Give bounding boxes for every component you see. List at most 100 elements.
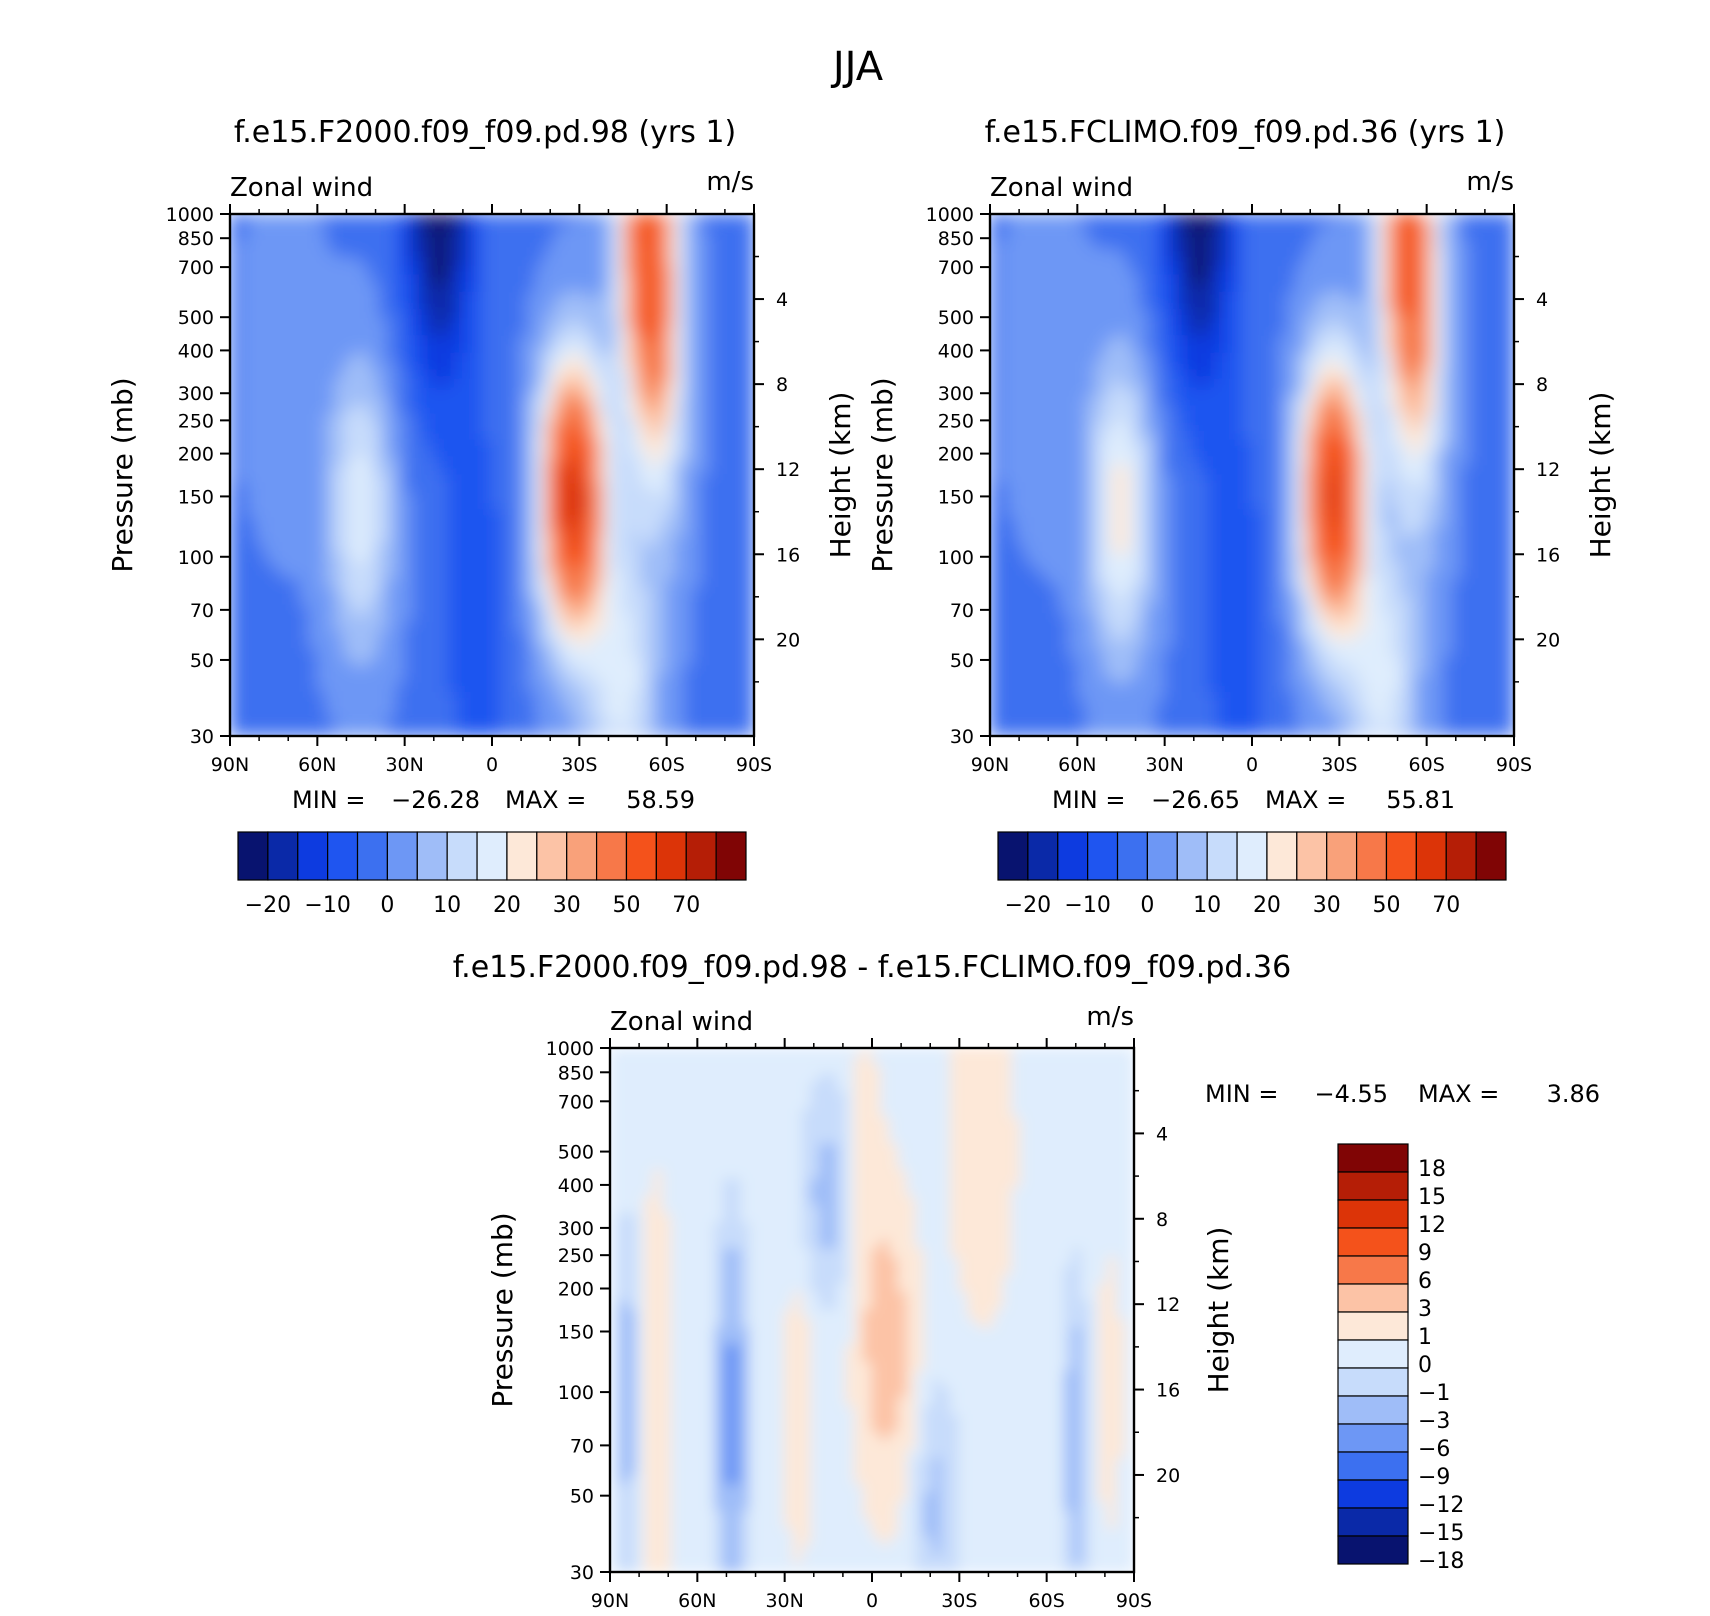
contour-cell <box>1383 309 1393 319</box>
contour-cell <box>474 718 484 728</box>
contour-cell <box>623 388 633 398</box>
contour-cell <box>657 292 667 302</box>
contour-cell <box>1164 301 1174 311</box>
contour-cell <box>238 457 248 467</box>
contour-cell <box>238 579 248 589</box>
contour-cell <box>544 283 554 293</box>
contour-cell <box>1182 353 1192 363</box>
contour-cell <box>387 614 397 624</box>
contour-cell <box>448 301 458 311</box>
contour-cell <box>238 335 248 345</box>
contour-cell <box>692 422 702 432</box>
contour-cell <box>282 683 292 693</box>
contour-cell <box>404 666 414 676</box>
contour-cell <box>439 570 449 580</box>
contour-cell <box>596 422 606 432</box>
contour-cell <box>422 718 432 728</box>
contour-cell <box>282 353 292 363</box>
contour-cell <box>518 709 528 719</box>
contour-cell <box>448 657 458 667</box>
contour-cell <box>640 335 650 345</box>
contour-cell <box>675 492 685 502</box>
contour-cell <box>413 718 423 728</box>
contour-cell <box>631 231 641 241</box>
contour-cell <box>692 431 702 441</box>
contour-cell <box>657 701 667 711</box>
contour-cell <box>483 683 493 693</box>
contour-cell <box>526 553 536 563</box>
contour-cell <box>692 379 702 389</box>
contour-cell <box>1164 274 1174 284</box>
contour-cell <box>561 544 571 554</box>
contour-cell <box>684 440 694 450</box>
contour-cell <box>1470 222 1480 232</box>
contour-cell <box>675 718 685 728</box>
contour-cell <box>457 388 467 398</box>
contour-cell <box>1225 257 1235 267</box>
contour-cell <box>1217 274 1227 284</box>
contour-cell <box>640 596 650 606</box>
contour-cell <box>1147 370 1157 380</box>
contour-cell <box>308 266 318 276</box>
contour-cell <box>291 596 301 606</box>
contour-cell <box>579 483 589 493</box>
contour-cell <box>378 327 388 337</box>
contour-cell <box>553 492 563 502</box>
contour-cell <box>1383 231 1393 241</box>
contour-cell <box>1330 240 1340 250</box>
contour-cell <box>1487 231 1497 241</box>
contour-cell <box>369 240 379 250</box>
contour-cell <box>1121 344 1131 354</box>
contour-cell <box>553 361 563 371</box>
contour-cell <box>282 527 292 537</box>
contour-cell <box>291 570 301 580</box>
contour-cell <box>483 588 493 598</box>
contour-cell <box>439 422 449 432</box>
contour-cell <box>361 666 371 676</box>
contour-cell <box>518 527 528 537</box>
contour-cell <box>1103 248 1113 258</box>
contour-cell <box>1077 388 1087 398</box>
contour-cell <box>282 327 292 337</box>
contour-cell <box>439 509 449 519</box>
contour-cell <box>361 274 371 284</box>
contour-cell <box>614 274 624 284</box>
contour-cell <box>736 683 746 693</box>
contour-cell <box>1051 309 1061 319</box>
contour-cell <box>614 231 624 241</box>
contour-cell <box>361 509 371 519</box>
contour-cell <box>256 640 266 650</box>
contour-cell <box>640 483 650 493</box>
contour-cell <box>361 544 371 554</box>
contour-cell <box>465 327 475 337</box>
contour-cell <box>561 509 571 519</box>
contour-cell <box>675 509 685 519</box>
contour-cell <box>1077 301 1087 311</box>
contour-cell <box>561 318 571 328</box>
contour-cell <box>299 370 309 380</box>
contour-cell <box>1051 292 1061 302</box>
contour-cell <box>1208 344 1218 354</box>
contour-cell <box>369 283 379 293</box>
contour-cell <box>317 222 327 232</box>
contour-cell <box>352 553 362 563</box>
contour-cell <box>570 675 580 685</box>
contour-cell <box>256 231 266 241</box>
contour-cell <box>1365 283 1375 293</box>
contour-cell <box>238 701 248 711</box>
contour-cell <box>492 431 502 441</box>
contour-cell <box>430 544 440 554</box>
contour-cell <box>675 501 685 511</box>
contour-cell <box>675 257 685 267</box>
contour-cell <box>1252 370 1262 380</box>
contour-cell <box>509 414 519 424</box>
contour-cell <box>1252 318 1262 328</box>
contour-cell <box>631 405 641 415</box>
contour-cell <box>1094 344 1104 354</box>
contour-cell <box>736 405 746 415</box>
contour-cell <box>640 266 650 276</box>
contour-cell <box>404 440 414 450</box>
contour-cell <box>561 657 571 667</box>
contour-cell <box>1129 327 1139 337</box>
contour-cell <box>1461 257 1471 267</box>
